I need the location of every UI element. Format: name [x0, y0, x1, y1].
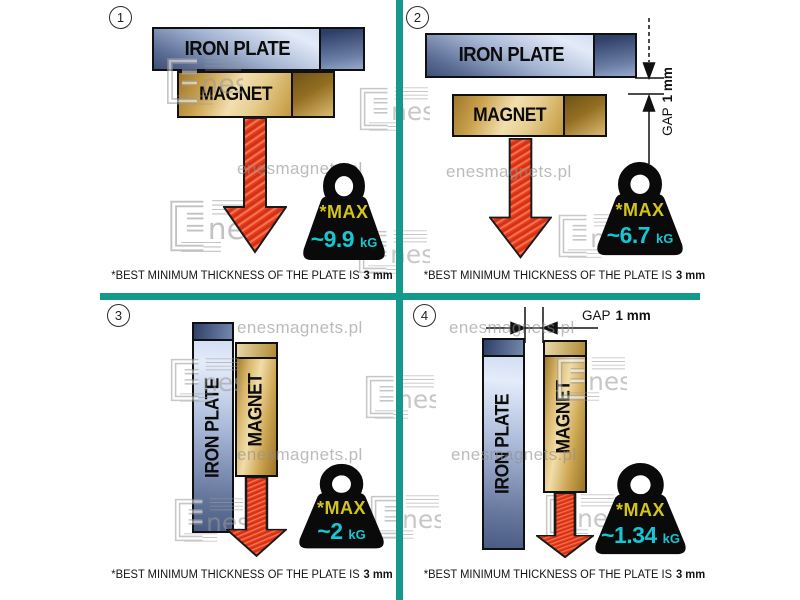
- enes-logo-watermark: nes: [163, 56, 249, 106]
- magnet-end-cap: [235, 342, 278, 359]
- magnet: MAGNET: [235, 342, 278, 477]
- enes-logo-icon: nes: [167, 57, 249, 105]
- iron-plate-label: IRON PLATE: [458, 44, 564, 66]
- svg-text:nes: nes: [201, 69, 243, 100]
- site-watermark: enesmagnets.pl: [237, 318, 363, 337]
- max-label: *MAX: [316, 498, 366, 519]
- enes-logo-watermark: nes: [167, 357, 246, 403]
- site-watermark: enesmagnets.pl: [237, 445, 363, 464]
- max-label: *MAX: [615, 500, 665, 520]
- magnet-label: MAGNET: [199, 83, 273, 105]
- gap-dimension-lines: [478, 303, 604, 347]
- plate-thickness-note: *BEST MINIMUM THICKNESS OF THE PLATE IS 3…: [111, 569, 393, 581]
- magnet-label: MAGNET: [473, 104, 546, 126]
- enes-logo-icon: nes: [359, 87, 435, 131]
- max-force-value: ~6.7 kG: [606, 222, 674, 249]
- panel-4-number: 4: [413, 304, 436, 327]
- iron-plate: IRON PLATE: [152, 27, 365, 71]
- max-force-value: ~2 kG: [317, 518, 366, 545]
- iron-plate-end-cap: [319, 27, 365, 71]
- gap-dimension-lines: [628, 18, 670, 166]
- iron-plate-label: IRON PLATE: [492, 394, 514, 494]
- magnet: MAGNET: [452, 94, 607, 137]
- svg-text:nes: nes: [402, 505, 441, 534]
- magnet-end-cap: [543, 340, 587, 357]
- svg-text:nes: nes: [588, 367, 627, 396]
- horizontal-divider: [100, 293, 700, 300]
- panel-1-number: 1: [109, 6, 132, 29]
- plate-thickness-note: *BEST MINIMUM THICKNESS OF THE PLATE IS 3…: [423, 270, 706, 282]
- iron-plate-end-cap: [482, 338, 525, 357]
- iron-plate: IRON PLATE: [192, 322, 234, 533]
- enes-logo-icon: nes: [556, 357, 632, 401]
- weight-icon: *MAX ~6.7 kG: [596, 161, 684, 258]
- magnet-end-cap: [291, 71, 335, 118]
- pull-force-arrow-icon: [224, 476, 289, 558]
- iron-plate-label: IRON PLATE: [184, 37, 291, 60]
- site-watermark: enesmagnets.pl: [449, 318, 575, 337]
- max-label: *MAX: [615, 199, 665, 220]
- enes-logo-watermark: nes: [553, 356, 632, 402]
- pull-force-arrow-icon: [534, 492, 596, 559]
- iron-plate-end-cap: [192, 322, 234, 341]
- pull-force-arrow-icon: [222, 117, 288, 254]
- enes-logo-watermark: nes: [356, 86, 435, 132]
- enes-logo-icon: nes: [174, 498, 250, 542]
- plate-thickness-note: *BEST MINIMUM THICKNESS OF THE PLATE IS 3…: [111, 270, 393, 282]
- weight-icon: *MAX ~9.9 kG: [302, 162, 386, 263]
- pull-force-arrow-icon: [488, 138, 553, 259]
- enes-logo-watermark: nes: [171, 497, 250, 543]
- plate-thickness-note: *BEST MINIMUM THICKNESS OF THE PLATE IS 3…: [423, 569, 706, 581]
- max-force-value: ~1.34 kG: [601, 521, 680, 548]
- panel-2-number: 2: [406, 6, 429, 29]
- magnet-end-cap: [563, 94, 607, 137]
- svg-text:nes: nes: [202, 368, 241, 397]
- site-watermark: enesmagnets.pl: [451, 445, 577, 464]
- gap-label: GAP1 mm: [659, 66, 675, 136]
- iron-plate: IRON PLATE: [482, 338, 525, 550]
- svg-text:nes: nes: [397, 385, 436, 414]
- iron-plate: IRON PLATE: [425, 33, 637, 78]
- weight-icon: *MAX ~2 kG: [298, 463, 385, 551]
- max-label: *MAX: [319, 202, 369, 223]
- max-force-value: ~9.9 kG: [310, 225, 378, 252]
- magnet: MAGNET: [177, 71, 335, 118]
- iron-plate-end-cap: [593, 33, 637, 78]
- vertical-divider: [396, 0, 403, 600]
- weight-icon: *MAX ~1.34 kG: [594, 462, 687, 557]
- enes-logo-icon: nes: [170, 358, 246, 402]
- magnet: MAGNET: [543, 340, 587, 493]
- site-watermark: enesmagnets.pl: [446, 162, 572, 181]
- panel-3-number: 3: [107, 304, 130, 327]
